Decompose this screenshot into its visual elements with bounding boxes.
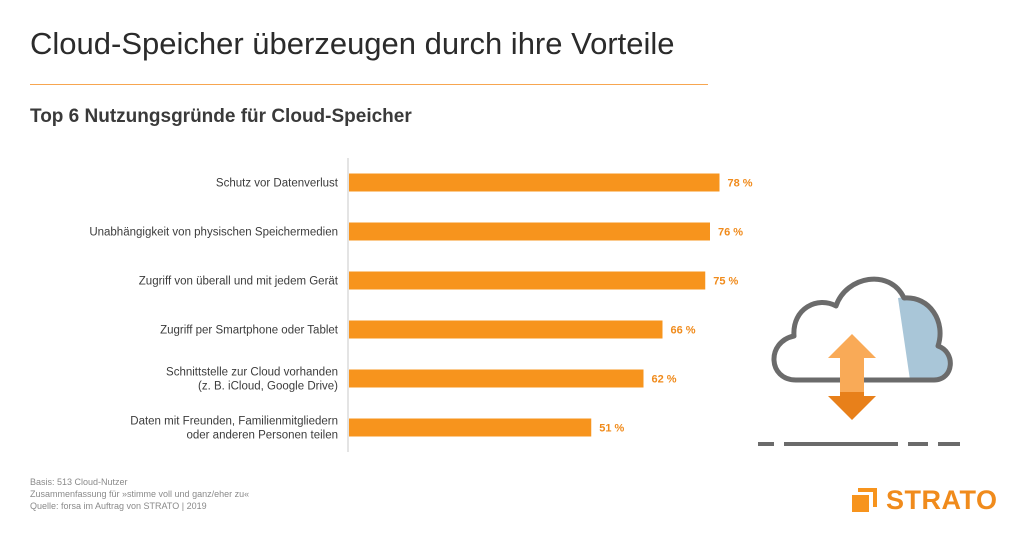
category-label-2: Zugriff von überall und mit jedem Gerät [139, 276, 339, 288]
footnotes: Basis: 513 Cloud-Nutzer Zusammenfassung … [30, 476, 249, 512]
bar-1 [349, 222, 710, 241]
bar-value-label-1: 76 % [718, 227, 743, 239]
strato-logo: STRATO [852, 485, 998, 516]
cloud-upload-download-icon [758, 276, 960, 446]
arrow-up [828, 334, 876, 392]
bar-chart: 78 % Schutz vor Datenverlust 76 % Unabhängi… [89, 158, 753, 452]
cloud-shadow [898, 297, 950, 380]
bar-value-label-3: 66 % [671, 325, 696, 337]
category-label-5: Daten mit Freunden, Familienmitgliedern o… [130, 416, 338, 442]
page-title: Cloud-Speicher überzeugen durch ihre Vor… [30, 26, 675, 61]
cloud-outline [771, 276, 953, 383]
title-divider [30, 84, 708, 85]
bar-value-label-2: 75 % [713, 276, 738, 288]
category-label-1: Unabhängigkeit von physischen Speicherme… [89, 227, 338, 239]
footnote-basis: Basis: 513 Cloud-Nutzer [30, 477, 128, 487]
bar-3 [349, 320, 663, 339]
chart-subtitle: Top 6 Nutzungsgründe für Cloud-Speicher [30, 106, 412, 127]
footnote-source: Quelle: forsa im Auftrag von STRATO | 20… [30, 501, 207, 511]
strato-logo-icon [852, 487, 877, 512]
bar-2 [349, 271, 706, 290]
bar-5 [349, 418, 592, 437]
category-label-3: Zugriff per Smartphone oder Tablet [160, 325, 339, 337]
bar-value-label-0: 78 % [728, 178, 753, 190]
bar-value-label-5: 51 % [599, 423, 624, 435]
category-label-0: Schutz vor Datenverlust [216, 178, 339, 190]
bar-value-label-4: 62 % [652, 374, 677, 386]
bar-0 [349, 173, 720, 192]
footnote-summary: Zusammenfassung für »stimme voll und gan… [30, 489, 250, 499]
strato-logo-text: STRATO [886, 485, 998, 515]
category-label-4: Schnittstelle zur Cloud vorhanden (z. B. … [166, 367, 338, 393]
bar-4 [349, 369, 644, 388]
